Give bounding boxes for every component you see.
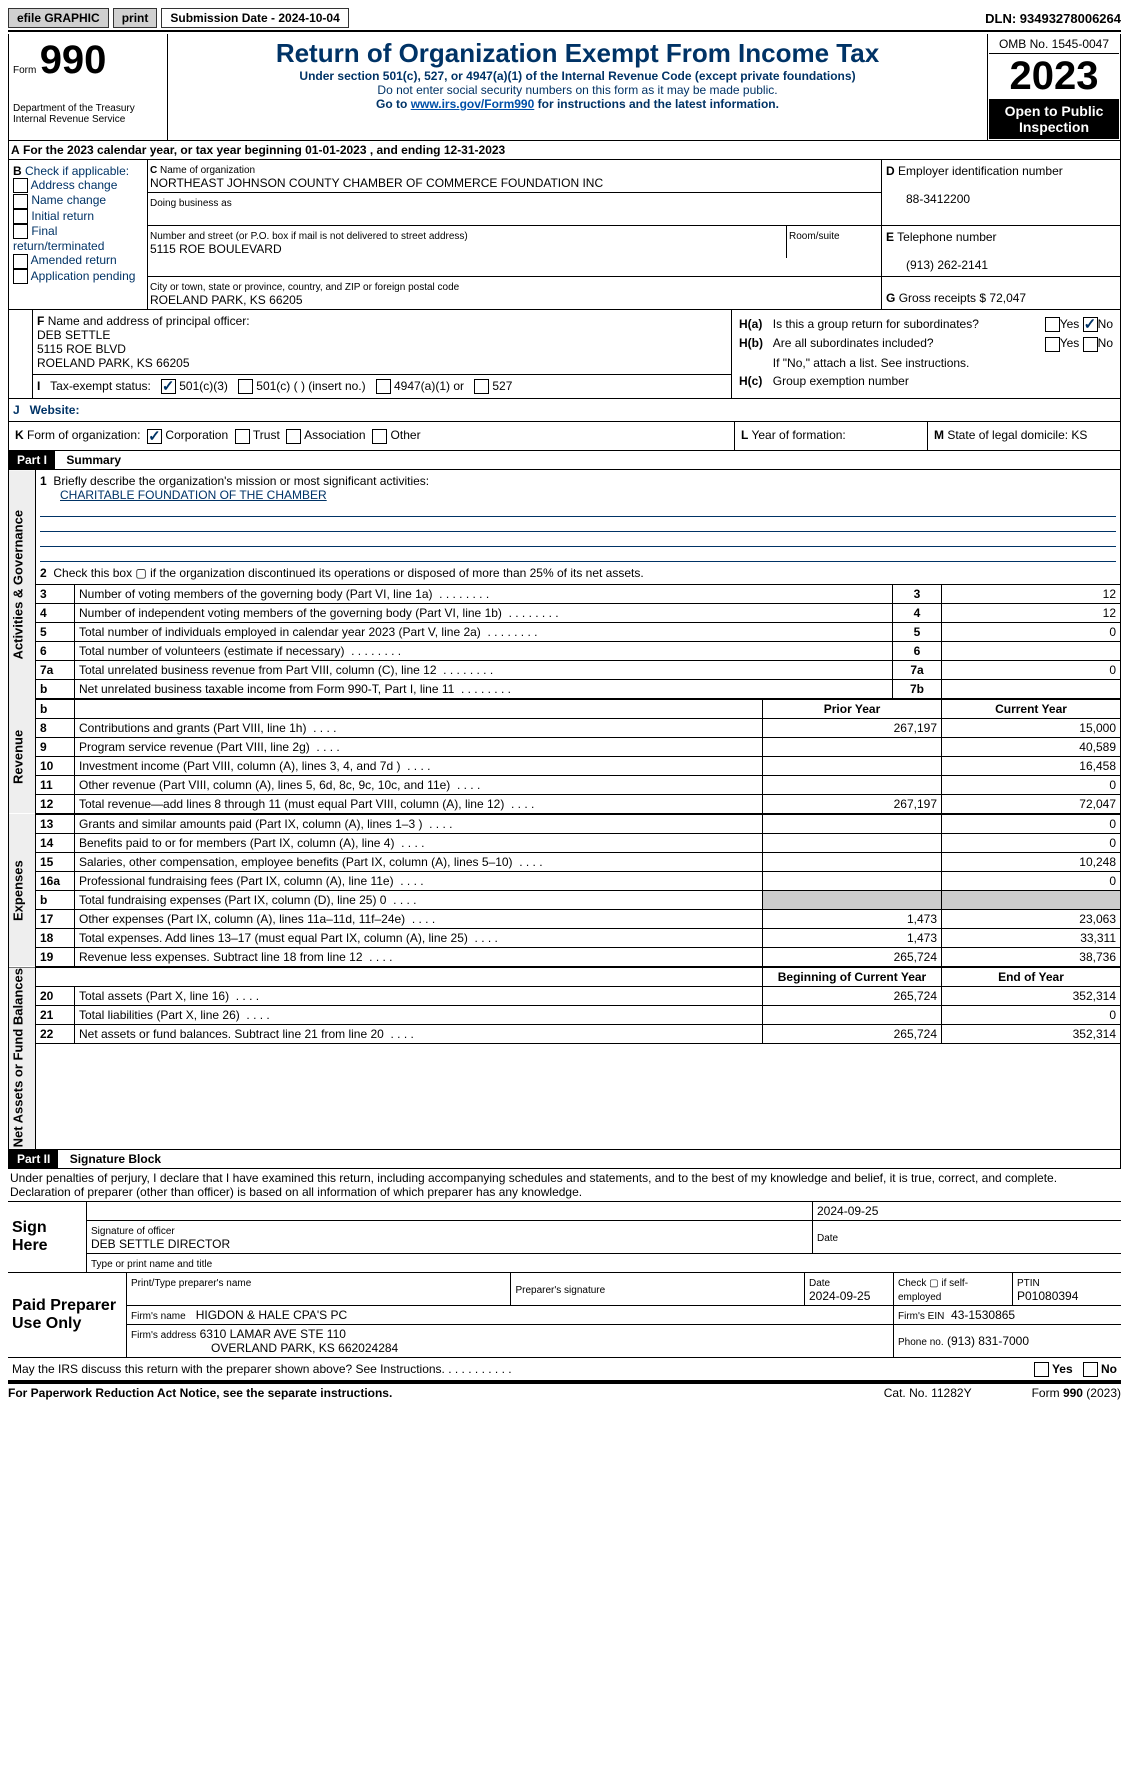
checkbox-hb-no[interactable] — [1083, 337, 1098, 352]
dept-label: Department of the Treasury Internal Reve… — [13, 103, 163, 125]
checkbox-app-pending[interactable] — [13, 269, 28, 284]
declaration: Under penalties of perjury, I declare th… — [8, 1169, 1121, 1202]
checkbox-501c[interactable] — [238, 379, 253, 394]
checkbox-501c3[interactable] — [161, 379, 176, 394]
part2-header: Part II — [9, 1150, 58, 1168]
form-number: 990 — [40, 38, 107, 82]
ptin: P01080394 — [1017, 1289, 1078, 1303]
e-label: Telephone number — [897, 230, 996, 244]
section-revenue: Revenue — [9, 699, 36, 814]
street-address: 5115 ROE BOULEVARD — [150, 242, 282, 256]
checkbox-ha-yes[interactable] — [1045, 317, 1060, 332]
form-subtitle: Under section 501(c), 527, or 4947(a)(1)… — [172, 69, 983, 83]
city-state-zip: ROELAND PARK, KS 66205 — [150, 293, 303, 307]
print-button[interactable]: print — [113, 8, 158, 28]
omb: OMB No. 1545-0047 — [989, 35, 1119, 54]
top-bar: efile GRAPHIC print Submission Date - 20… — [8, 8, 1121, 32]
line-j: J Website: — [8, 399, 1121, 422]
submission-date: Submission Date - 2024-10-04 — [161, 8, 348, 28]
signature-block: Sign Here 2024-09-25 Signature of office… — [8, 1202, 1121, 1273]
officer-block: F Name and address of principal officer:… — [8, 310, 1121, 399]
section-expenses: Expenses — [9, 814, 36, 967]
dln: DLN: 93493278006264 — [985, 11, 1121, 26]
prep-phone: (913) 831-7000 — [947, 1334, 1029, 1348]
form-prefix: Form — [13, 65, 36, 76]
checkbox-discuss-no[interactable] — [1083, 1362, 1098, 1377]
line-a: A For the 2023 calendar year, or tax yea… — [8, 141, 1121, 160]
checkbox-final-return[interactable] — [13, 224, 28, 239]
part2-title: Signature Block — [62, 1152, 161, 1166]
checkbox-address-change[interactable] — [13, 178, 28, 193]
checkbox-amended[interactable] — [13, 254, 28, 269]
form-note1: Do not enter social security numbers on … — [172, 83, 983, 97]
checkbox-hb-yes[interactable] — [1045, 337, 1060, 352]
form-note2: Go to www.irs.gov/Form990 for instructio… — [172, 97, 983, 111]
irs-link[interactable]: www.irs.gov/Form990 — [411, 97, 535, 111]
tax-year: 2023 — [989, 54, 1119, 99]
gross-receipts: 72,047 — [989, 291, 1026, 305]
part1-title: Summary — [58, 453, 121, 467]
b-label: Check if applicable: — [25, 164, 129, 178]
firm-ein: 43-1530865 — [951, 1308, 1015, 1322]
checkbox-other[interactable] — [372, 429, 387, 444]
part1-header: Part I — [9, 451, 55, 469]
ein: 88-3412200 — [906, 192, 970, 206]
phone: (913) 262-2141 — [906, 258, 988, 272]
open-inspection: Open to Public Inspection — [989, 99, 1119, 139]
discuss-line: May the IRS discuss this return with the… — [8, 1358, 1121, 1382]
section-netassets: Net Assets or Fund Balances — [9, 967, 36, 1149]
d-label: Employer identification number — [898, 164, 1063, 178]
checkbox-4947[interactable] — [376, 379, 391, 394]
section-governance: Activities & Governance — [9, 470, 36, 700]
officer-addr2: ROELAND PARK, KS 66205 — [37, 356, 190, 370]
checkbox-corp[interactable] — [147, 429, 162, 444]
checkbox-trust[interactable] — [235, 429, 250, 444]
mission: CHARITABLE FOUNDATION OF THE CHAMBER — [60, 488, 327, 502]
checkbox-discuss-yes[interactable] — [1034, 1362, 1049, 1377]
org-name: NORTHEAST JOHNSON COUNTY CHAMBER OF COMM… — [150, 176, 603, 190]
officer-name: DEB SETTLE — [37, 328, 110, 342]
entity-block: B Check if applicable: Address change Na… — [8, 160, 1121, 310]
firm-name: HIGDON & HALE CPA'S PC — [196, 1308, 347, 1322]
form-header: Form 990 Department of the Treasury Inte… — [8, 34, 1121, 141]
checkbox-ha-no[interactable] — [1083, 317, 1098, 332]
checkbox-527[interactable] — [474, 379, 489, 394]
officer-addr1: 5115 ROE BLVD — [37, 342, 126, 356]
preparer-block: Paid Preparer Use Only Print/Type prepar… — [8, 1273, 1121, 1358]
checkbox-initial-return[interactable] — [13, 209, 28, 224]
officer-sig: DEB SETTLE DIRECTOR — [91, 1237, 230, 1251]
efile-label: efile GRAPHIC — [8, 8, 109, 28]
checkbox-name-change[interactable] — [13, 194, 28, 209]
form-title: Return of Organization Exempt From Incom… — [172, 38, 983, 69]
part1-body: Activities & Governance 1 Briefly descri… — [8, 470, 1121, 1150]
checkbox-assoc[interactable] — [286, 429, 301, 444]
footer: For Paperwork Reduction Act Notice, see … — [8, 1382, 1121, 1400]
